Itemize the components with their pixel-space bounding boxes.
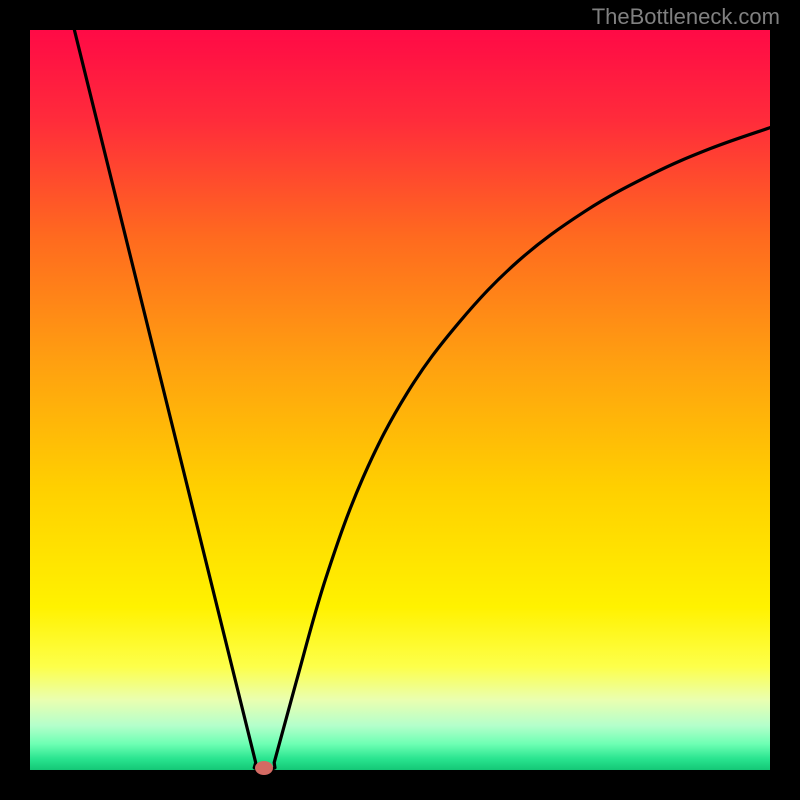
chart-background-gradient bbox=[30, 30, 770, 770]
optimal-point-marker bbox=[255, 761, 273, 775]
plot-area bbox=[30, 30, 770, 770]
watermark-text: TheBottleneck.com bbox=[592, 4, 780, 30]
